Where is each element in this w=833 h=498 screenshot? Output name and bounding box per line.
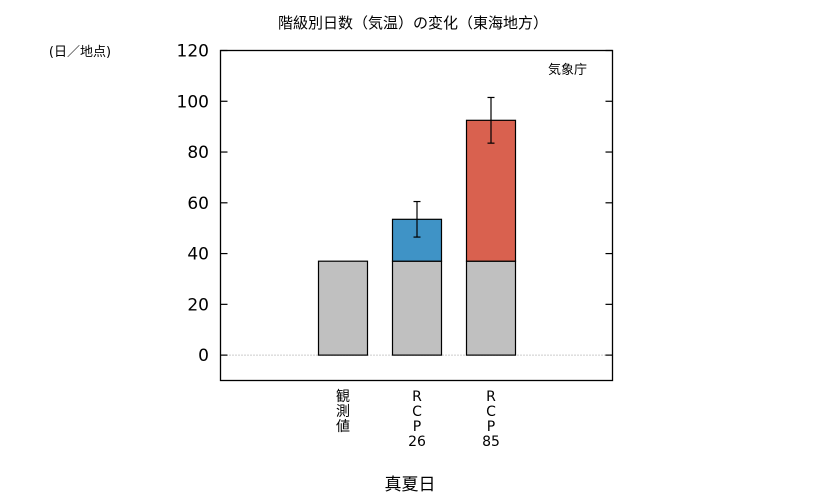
source-credit: 気象庁 (548, 62, 587, 78)
plot-frame (219, 49, 614, 382)
x-category-label: C (412, 404, 422, 420)
bar-base-segment (317, 260, 369, 356)
y-tick-label: 120 (177, 42, 209, 62)
y-tick-label: 100 (177, 92, 209, 112)
x-category-label: 観 (336, 388, 350, 405)
x-category-label: 85 (482, 434, 500, 450)
y-tick-label: 0 (198, 346, 209, 366)
x-axis-title: 真夏日 (385, 475, 436, 495)
chart-title: 階級別日数（気温）の変化（東海地方） (278, 14, 548, 32)
bar-base-segment (465, 260, 517, 356)
x-category-label: C (486, 404, 496, 420)
y-tick-label: 80 (187, 143, 209, 163)
x-category-label: 値 (336, 419, 350, 435)
x-category-label: 測 (336, 404, 350, 420)
x-category-label: R (486, 389, 496, 405)
x-category-label: R (412, 389, 422, 405)
y-tick-label: 20 (187, 295, 209, 315)
x-category-label: P (413, 419, 421, 435)
y-axis-unit-label: (日／地点) (49, 45, 111, 60)
y-tick-label: 40 (187, 245, 209, 265)
bar-increase-segment (465, 119, 517, 262)
y-tick-label: 60 (187, 194, 209, 214)
x-category-label: P (487, 419, 495, 435)
x-category-label: 26 (408, 434, 426, 450)
bar-base-segment (391, 260, 443, 356)
